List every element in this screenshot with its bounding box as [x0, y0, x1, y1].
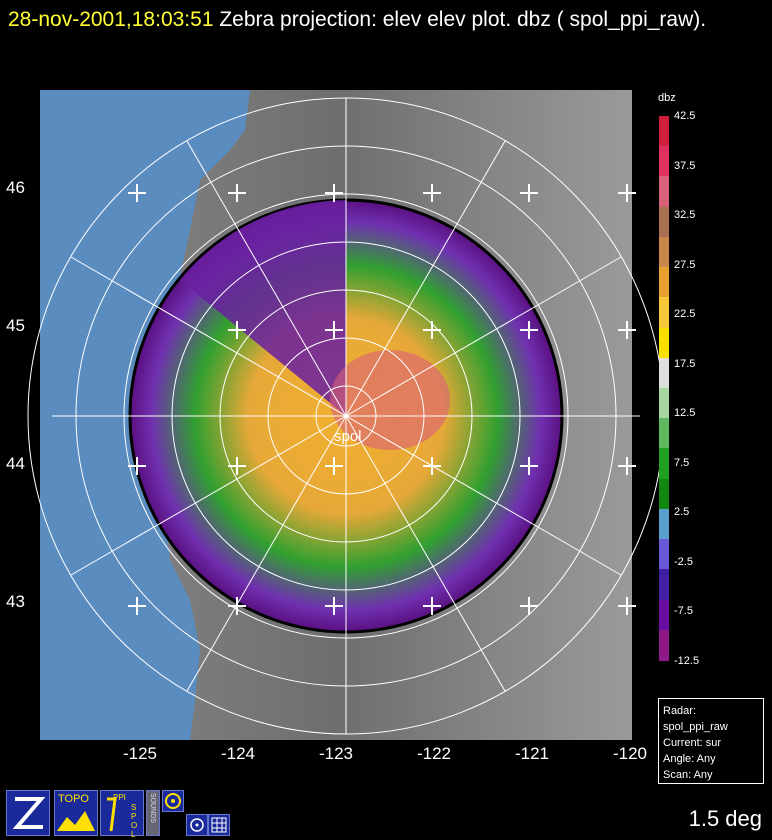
colorbar-swatch: [659, 176, 669, 208]
sounds-icon[interactable]: SOUNDS: [146, 790, 160, 836]
colorbar-swatch: [659, 206, 669, 238]
colorbar-label: -7.5: [674, 605, 693, 617]
ppi-label: PPI: [113, 793, 126, 802]
x-label-123: -123: [318, 744, 354, 763]
colorbar-label: 37.5: [674, 159, 696, 172]
wheel-icon[interactable]: [162, 790, 184, 812]
x-label-121: -121: [514, 744, 550, 763]
x-label-120: -120: [612, 744, 648, 763]
colorbar-label: 7.5: [674, 456, 690, 469]
echo-core: [330, 350, 450, 450]
colorbar-label: -2.5: [674, 555, 693, 568]
colorbar-swatch: [659, 569, 669, 601]
info-current: Current: sur: [663, 737, 722, 749]
colorbar-label: -12.5: [674, 654, 700, 667]
topo-label: TOPO: [58, 793, 89, 805]
info-angle: Angle: Any: [663, 753, 716, 765]
zebra-logo-icon[interactable]: [6, 790, 50, 836]
colorbar-swatch: [659, 478, 669, 510]
colorbar-swatch: [659, 236, 669, 269]
colorbar-swatch: [659, 297, 669, 329]
colorbar-swatch: [659, 327, 669, 359]
colorbar-swatch: [659, 508, 669, 541]
y-label-45: 45: [6, 316, 25, 335]
colorbar-title: dbz: [658, 92, 676, 104]
colorbar-swatch: [659, 539, 669, 571]
ppi-spol-icon[interactable]: PPI SPOL: [100, 790, 144, 839]
colorbar-label: 2.5: [674, 506, 690, 518]
title-timestamp: 28-nov-2001,18:03:51: [8, 8, 214, 31]
colorbar-swatch: [659, 388, 669, 420]
info-radar: Radar: spol_ppi_raw: [663, 705, 728, 733]
grid-crosses: [128, 184, 636, 615]
colorbar-label: 42.5: [674, 110, 696, 122]
y-label-43: 43: [6, 592, 25, 611]
colorbar-swatch: [659, 116, 669, 148]
colorbar-swatch: [659, 418, 669, 450]
y-label-44: 44: [6, 454, 25, 473]
grid-icon[interactable]: [208, 814, 230, 836]
spol-label: SPOL: [131, 803, 138, 839]
elevation-readout: 1.5 deg: [688, 806, 762, 831]
target-icon[interactable]: [186, 814, 208, 836]
colorbar-label: 22.5: [674, 308, 696, 320]
colorbar-swatch: [659, 448, 669, 480]
colorbar-label: 12.5: [674, 407, 696, 419]
colorbar-swatch: [659, 629, 669, 661]
plot-title: 28-nov-2001,18:03:51 Zebra projection: e…: [8, 6, 758, 34]
colorbar-label: 32.5: [674, 209, 696, 221]
info-scan: Scan: Any: [663, 769, 713, 781]
colorbar-swatch: [659, 599, 669, 631]
colorbar-swatch: [659, 146, 669, 178]
y-label-46: 46: [6, 178, 25, 197]
x-label-125: -125: [122, 744, 158, 763]
colorbar-swatch: [659, 357, 669, 389]
topo-icon[interactable]: TOPO: [54, 790, 98, 836]
colorbar-swatch: [659, 267, 669, 299]
x-label-124: -124: [220, 744, 256, 763]
x-label-122: -122: [416, 744, 452, 763]
colorbar-label: 27.5: [674, 258, 696, 271]
title-text: Zebra projection: elev elev plot. dbz ( …: [213, 8, 707, 31]
sounds-label: SOUNDS: [149, 793, 156, 823]
colorbar-label: 17.5: [674, 357, 696, 370]
info-box: Radar: spol_ppi_raw Current: sur Angle: …: [658, 698, 764, 784]
echo-sector-northwest: [180, 200, 346, 416]
radar-site-label: spol: [334, 428, 362, 445]
azimuth-lines: [52, 98, 640, 734]
